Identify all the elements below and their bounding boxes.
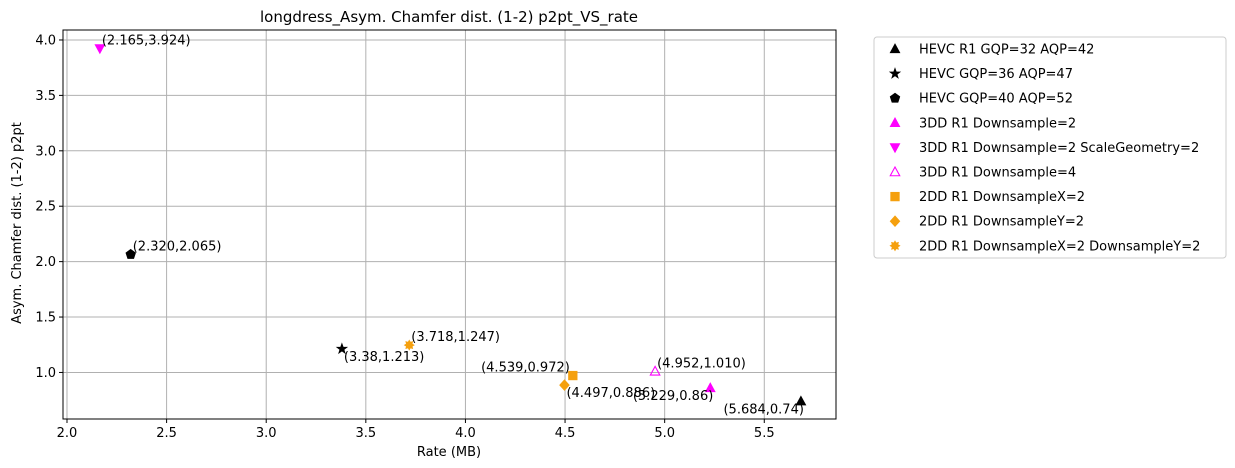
data-labels: (5.684,0.74) (3.38,1.213) (2.320,2.065) (5.… [102,33,804,417]
data-point [704,382,716,393]
y-tick-label: 1.5 [35,311,56,326]
legend-label: 3DD R1 Downsample=2 ScaleGeometry=2 [919,141,1199,156]
x-tick-label: 4.5 [555,426,576,441]
chart-title: longdress_Asym. Chamfer dist. (1-2) p2pt… [260,8,638,27]
legend-label: 2DD R1 DownsampleX=2 DownsampleY=2 [919,239,1200,254]
x-axis-label: Rate (MB) [417,445,481,460]
data-point [568,370,578,381]
x-axis: 2.0 2.5 3.0 3.5 4.0 4.5 5.0 5.5 [57,419,775,441]
y-tick-label: 3.0 [35,144,56,159]
x-tick-label: 5.5 [754,426,775,441]
legend: HEVC R1 GQP=32 AQP=42 HEVC GQP=36 AQP=47 H… [873,36,1227,259]
data-point [649,365,661,376]
x-tick-label: 2.0 [57,426,78,441]
legend-label: HEVC GQP=40 AQP=52 [919,92,1073,107]
data-point [795,395,807,406]
data-point [125,248,136,259]
legend-label: 3DD R1 Downsample=4 [919,166,1076,181]
data-label: (5.684,0.74) [723,402,803,417]
data-label: (4.497,0.886) [566,386,655,401]
y-axis: 1.0 1.5 2.0 2.5 3.0 3.5 4.0 [35,33,63,381]
legend-marker [890,191,900,202]
legend-marker [889,143,901,154]
data-point [559,379,570,391]
data-point [94,44,106,55]
data-label: (2.165,3.924) [102,33,191,48]
y-tick-label: 2.0 [35,255,56,270]
legend-marker [889,92,901,103]
legend-marker [889,215,901,228]
x-tick-label: 5.0 [654,426,675,441]
y-tick-label: 1.0 [35,366,56,381]
x-tick-label: 3.5 [355,426,376,441]
y-tick-label: 3.5 [35,89,56,104]
legend-marker [889,116,901,127]
data-point [335,342,349,355]
data-points [94,44,807,406]
legend-label: 2DD R1 DownsampleY=2 [919,215,1084,230]
legend-label: 2DD R1 DownsampleX=2 [919,190,1085,205]
legend-label: HEVC R1 GQP=32 AQP=42 [919,43,1094,58]
plot-area-frame [62,29,837,420]
legend-box [873,36,1227,259]
x-tick-label: 3.0 [256,426,277,441]
data-point [403,339,415,351]
legend-marker [888,67,902,79]
data-label: (5.229,0.86) [633,389,713,404]
data-label: (4.539,0.972) [481,361,570,376]
data-label: (3.718,1.247) [411,330,500,345]
legend-label: HEVC GQP=36 AQP=47 [919,67,1073,82]
grid [63,30,836,419]
legend-marker [889,43,901,54]
data-label: (2.320,2.065) [133,239,222,254]
legend-label: 3DD R1 Downsample=2 [919,116,1076,131]
x-tick-label: 2.5 [156,426,177,441]
y-tick-label: 4.0 [35,33,56,48]
y-axis-label: Asym. Chamfer dist. (1-2) p2pt [10,122,25,324]
legend-marker [889,165,901,177]
data-label: (3.38,1.213) [344,350,424,365]
data-label: (4.952,1.010) [657,356,746,371]
y-tick-label: 2.5 [35,200,56,215]
legend-marker [889,240,901,252]
x-tick-label: 4.0 [455,426,476,441]
